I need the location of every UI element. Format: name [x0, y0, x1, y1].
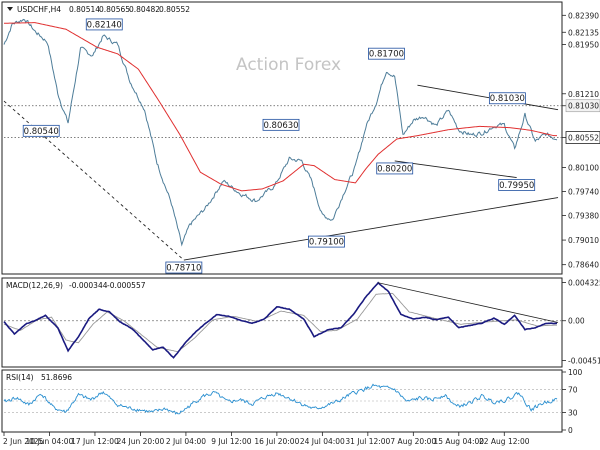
trendline-2: [417, 84, 559, 111]
current-price-box: [565, 131, 600, 144]
level-price-box: [565, 99, 600, 113]
time-tick-label: 2 Jun 2025: [3, 437, 44, 446]
rsi-title: RSI(14): [6, 373, 34, 382]
level-label: 0.80630: [263, 121, 298, 131]
rsi-tick-label: 100: [568, 368, 583, 377]
rsi-layer: [3, 383, 562, 415]
watermark-text: Action Forex: [236, 55, 341, 75]
macd-title: MACD(12,26,9): [6, 281, 63, 290]
rsi-tick-label: 70: [568, 385, 578, 394]
time-tick-label: 9 Jul 12:00: [211, 437, 251, 446]
collapse-arrow-icon[interactable]: [7, 7, 13, 11]
macd-tick-label: 0.004325: [568, 279, 600, 288]
svg-text:RSI(14) 51.8696: RSI(14) 51.8696: [6, 373, 72, 382]
high-value: 0.80565: [99, 5, 130, 14]
trendline-3: [394, 160, 517, 179]
price-series-layer: [3, 18, 558, 247]
level-label: 0.79100: [309, 238, 344, 248]
trendline-1: [183, 197, 559, 261]
level-label: 0.81030: [490, 94, 525, 104]
close-value: 0.80552: [159, 5, 190, 14]
symbol-label: USDCHF,H4: [17, 5, 61, 14]
time-tick-label: 31 Jul 12:00: [345, 437, 390, 446]
price-tick-label: 0.80552: [568, 134, 599, 143]
price-tick-label: 0.82390: [568, 11, 599, 20]
level-label-box: [85, 18, 123, 31]
level-label-box: [308, 235, 345, 248]
time-tick-label: 15 Aug 04:00: [434, 437, 485, 446]
macd-value-2: -0.000557: [107, 281, 146, 290]
time-tick-label: 7 Aug 20:00: [390, 437, 436, 446]
low-value: 0.80482: [129, 5, 160, 14]
level-label: 0.78710: [166, 264, 201, 274]
moving-average-layer: [3, 22, 557, 192]
time-tick-label: 16 Jul 20:00: [254, 437, 299, 446]
macd-tick-label: 0.00: [568, 317, 585, 326]
time-tick-label: 17 Jun 12:00: [71, 437, 119, 446]
macd-trendline: [378, 282, 559, 323]
time-tick-label: 24 Jun 20:00: [117, 437, 165, 446]
macd-signal-line: [3, 292, 557, 353]
level-label-box: [376, 162, 414, 175]
rsi-tick-label: 0: [568, 426, 573, 435]
price-tick-label: 0.79380: [568, 211, 599, 220]
price-tick-label: 0.79010: [568, 236, 599, 245]
trendline-0: [3, 100, 185, 261]
price-tick-label: 0.81210: [568, 90, 599, 99]
price-tick-label: 0.81950: [568, 41, 599, 50]
price-tick-label: 0.82135: [568, 28, 599, 37]
time-tick-label: 2 Jul 04:00: [166, 437, 206, 446]
guide-lines-layer: [3, 84, 562, 261]
time-tick-label: 24 Jul 04:00: [300, 437, 345, 446]
level-label-box: [498, 179, 536, 191]
level-label: 0.79950: [499, 181, 534, 191]
svg-text:USDCHF,H4 0.80514 0.80: USDCHF,H4 0.80514 0.80565 0.80482 0.8055…: [17, 5, 190, 14]
svg-text:MACD(12,26,9) -0.000344: MACD(12,26,9) -0.000344 -0.000557: [6, 281, 146, 290]
macd-line: [3, 281, 558, 359]
price-panel-frame: [1, 1, 563, 275]
macd-layer: [3, 281, 562, 359]
rsi-value: 51.8696: [41, 373, 72, 382]
price-tick-label: 0.80100: [568, 164, 599, 173]
rsi-line: [3, 383, 558, 415]
level-label: 0.82140: [87, 20, 122, 30]
open-value: 0.80514: [69, 5, 100, 14]
moving-average-line: [3, 22, 557, 192]
level-label-box: [22, 124, 60, 137]
level-label: 0.80200: [377, 164, 412, 174]
level-label-box: [368, 47, 405, 60]
macd-value-1: -0.000344: [69, 281, 108, 290]
macd-panel-frame: [1, 277, 563, 368]
price-tick-label: 0.81030: [568, 102, 599, 111]
level-label-box: [488, 92, 526, 105]
level-label: 0.80540: [24, 127, 59, 137]
price-tick-label: 0.78640: [568, 261, 599, 270]
level-label-box: [165, 261, 203, 274]
rsi-tick-label: 30: [568, 409, 578, 418]
level-label-box: [262, 118, 300, 131]
level-label: 0.81700: [369, 50, 404, 60]
price-line: [3, 18, 558, 247]
level-labels-layer: 0.82140 0.80540 0.78710 0.80630 0.79100 0.817…: [22, 18, 536, 274]
axes-layer: 0.82390 0.82135 0.81950 0.81210 0.81030 0.805…: [3, 11, 600, 446]
time-tick-label: 10 Jun 04:00: [26, 437, 74, 446]
time-tick-label: 22 Aug 12:00: [479, 437, 530, 446]
price-tick-label: 0.79740: [568, 188, 599, 197]
